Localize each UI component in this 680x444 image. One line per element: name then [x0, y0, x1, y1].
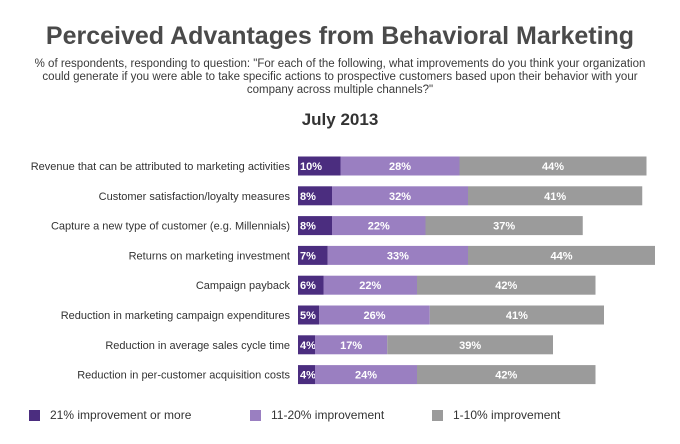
data-label: 32%	[389, 191, 411, 203]
legend-swatch-1-10	[432, 409, 443, 421]
bar-segment	[298, 186, 332, 206]
category-label: Customer satisfaction/loyalty measures	[99, 191, 291, 203]
category-label: Campaign payback	[196, 280, 291, 292]
legend-label-21-plus: 21% improvement or more	[50, 408, 192, 422]
data-label: 41%	[544, 191, 566, 203]
stacked-bar-chart: Revenue that can be attributed to market…	[31, 156, 655, 385]
data-label: 22%	[359, 280, 381, 292]
data-label: 41%	[506, 310, 528, 322]
data-label: 44%	[550, 250, 572, 262]
data-label: 5%	[300, 310, 316, 322]
data-label: 24%	[355, 370, 377, 382]
data-label: 4%	[300, 340, 316, 352]
bar-segment	[327, 245, 468, 265]
legend: 21% improvement or more 11-20% improveme…	[0, 408, 680, 428]
data-label: 6%	[300, 280, 316, 292]
category-label: Reduction in marketing campaign expendit…	[61, 310, 291, 322]
chart-subtitle: % of respondents, responding to question…	[34, 58, 646, 96]
legend-swatch-11-20	[250, 409, 261, 421]
chart-period: July 2013	[301, 110, 379, 129]
data-label: 4%	[300, 370, 316, 382]
bar-segment	[340, 156, 460, 176]
bar-segment	[298, 245, 328, 265]
data-label: 10%	[300, 161, 322, 173]
legend-item-1-10: 1-10% improvement	[432, 408, 560, 422]
category-label: Capture a new type of customer (e.g. Mil…	[51, 221, 290, 233]
bar-segment	[319, 305, 430, 325]
bar-segment	[298, 335, 315, 355]
data-label: 39%	[459, 340, 481, 352]
data-label: 17%	[340, 340, 362, 352]
data-label: 8%	[300, 221, 316, 233]
bar-segment	[417, 275, 596, 295]
legend-label-1-10: 1-10% improvement	[453, 408, 561, 422]
bar-segment	[298, 365, 315, 385]
category-label: Reduction in average sales cycle time	[105, 340, 290, 352]
bar-segment	[332, 216, 426, 236]
data-label: 42%	[495, 280, 517, 292]
data-label: 28%	[389, 161, 411, 173]
bar-segment	[315, 335, 388, 355]
data-label: 37%	[493, 221, 515, 233]
bar-segment	[298, 305, 320, 325]
bar-segment	[332, 186, 468, 206]
bar-segment	[387, 335, 553, 355]
data-label: 22%	[368, 221, 390, 233]
category-label: Reduction in per-customer acquisition co…	[77, 370, 290, 382]
chart-title: Perceived Advantages from Behavioral Mar…	[45, 22, 635, 50]
legend-label-11-20: 11-20% improvement	[271, 408, 385, 422]
bar-segment	[429, 305, 604, 325]
bar-segment	[417, 365, 596, 385]
legend-swatch-21-plus	[29, 409, 40, 421]
bar-segment	[468, 186, 643, 206]
bar-segment	[298, 156, 341, 176]
data-label: 42%	[495, 370, 517, 382]
data-label: 8%	[300, 191, 316, 203]
bar-segment	[425, 216, 583, 236]
bar-segment	[459, 156, 647, 176]
data-label: 26%	[363, 310, 385, 322]
legend-item-11-20: 11-20% improvement	[250, 408, 384, 422]
data-label: 33%	[387, 250, 409, 262]
bar-segment	[468, 245, 655, 265]
bar-segment	[298, 216, 332, 236]
category-label: Returns on marketing investment	[129, 250, 290, 262]
bar-segment	[323, 275, 417, 295]
bar-segment	[315, 365, 417, 385]
data-label: 7%	[300, 250, 316, 262]
category-label: Revenue that can be attributed to market…	[31, 161, 291, 173]
data-label: 44%	[542, 161, 564, 173]
legend-item-21-plus: 21% improvement or more	[29, 408, 191, 422]
bar-segment	[298, 275, 324, 295]
